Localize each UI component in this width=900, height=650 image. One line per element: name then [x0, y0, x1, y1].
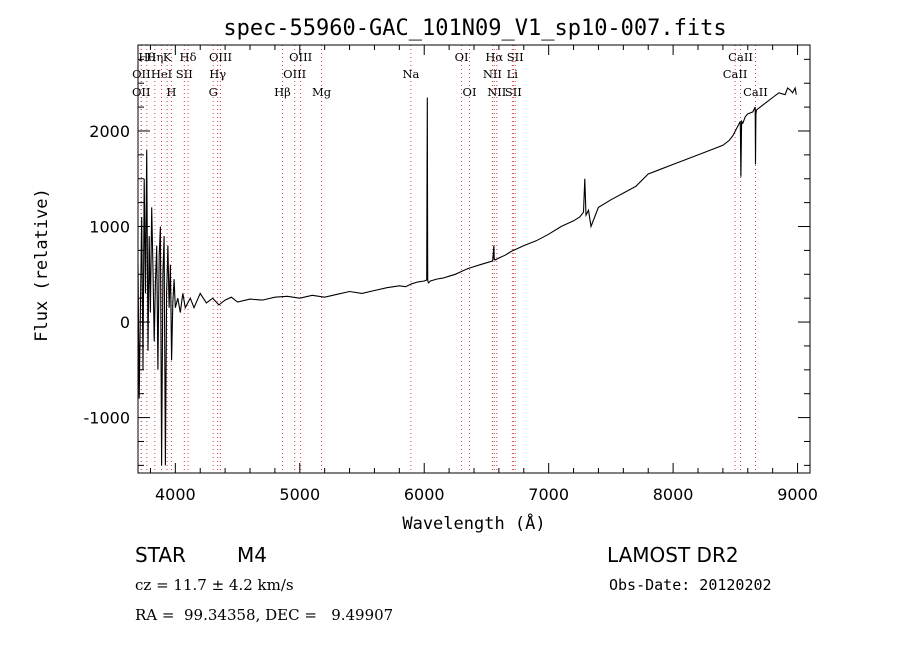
- obs-date: Obs-Date: 20120202: [609, 576, 772, 594]
- y-tick-label: 1000: [89, 218, 130, 237]
- axis-ticks: 4000 5000 6000 7000 8000 9000 -1000 0 1000 2000: [84, 45, 818, 504]
- line-label-14: OIII: [283, 67, 306, 81]
- y-tick-label: -1000: [84, 409, 131, 428]
- line-label-7: Hα: [485, 50, 503, 64]
- line-label-25: NII: [487, 85, 506, 99]
- line-label-24: OI: [463, 85, 477, 99]
- y-axis-label: Flux (relative): [32, 188, 52, 342]
- object-subclass: M4: [237, 543, 267, 567]
- line-label-21: G: [209, 85, 218, 99]
- chart-title: spec-55960-GAC_101N09_V1_sp10-007.fits: [223, 16, 726, 41]
- x-tick-label: 8000: [653, 485, 694, 504]
- y-tick-label: 0: [120, 313, 130, 332]
- plot-frame: [137, 44, 811, 474]
- line-label-12: SII: [176, 67, 193, 81]
- x-tick-label: 9000: [777, 485, 818, 504]
- y-tick-label: 2000: [89, 122, 130, 141]
- line-label-11: HeI: [151, 67, 172, 81]
- line-label-10: OII: [132, 67, 151, 81]
- x-tick-label: 7000: [528, 485, 569, 504]
- line-label-23: Mg: [312, 85, 332, 99]
- spectrum-series: [137, 86, 797, 466]
- spectrum-line: [137, 86, 797, 466]
- line-label-27: CaII: [743, 85, 768, 99]
- line-label-8: SII: [507, 50, 524, 64]
- line-label-19: OII: [132, 85, 151, 99]
- line-label-22: Hβ: [274, 85, 291, 99]
- line-label-4: OIII: [209, 50, 232, 64]
- line-label-1: Hη: [146, 50, 163, 64]
- line-label-26: SII: [505, 85, 522, 99]
- x-tick-label: 4000: [155, 485, 196, 504]
- survey-name: LAMOST DR2: [607, 543, 739, 567]
- line-label-0: Hθ: [138, 50, 155, 64]
- object-class: STAR: [135, 543, 186, 567]
- line-label-20: H: [166, 85, 176, 99]
- line-label-17: Li: [507, 67, 519, 81]
- line-label-13: Hγ: [209, 67, 226, 81]
- line-markers: [140, 45, 756, 473]
- line-label-3: Hδ: [180, 50, 197, 64]
- line-label-15: Na: [402, 67, 419, 81]
- line-label-9: CaII: [728, 50, 753, 64]
- coordinates: RA = 99.34358, DEC = 9.49907: [135, 606, 394, 624]
- x-tick-label: 6000: [404, 485, 445, 504]
- redshift-text: cz = 11.7 ± 4.2 km/s: [135, 576, 294, 594]
- line-label-16: NII: [483, 67, 502, 81]
- line-label-2: K: [163, 50, 172, 64]
- line-label-6: OI: [455, 50, 469, 64]
- line-label-5: OIII: [289, 50, 312, 64]
- line-label-18: CaII: [723, 67, 748, 81]
- x-axis-label: Wavelength (Å): [402, 512, 545, 534]
- x-tick-label: 5000: [279, 485, 320, 504]
